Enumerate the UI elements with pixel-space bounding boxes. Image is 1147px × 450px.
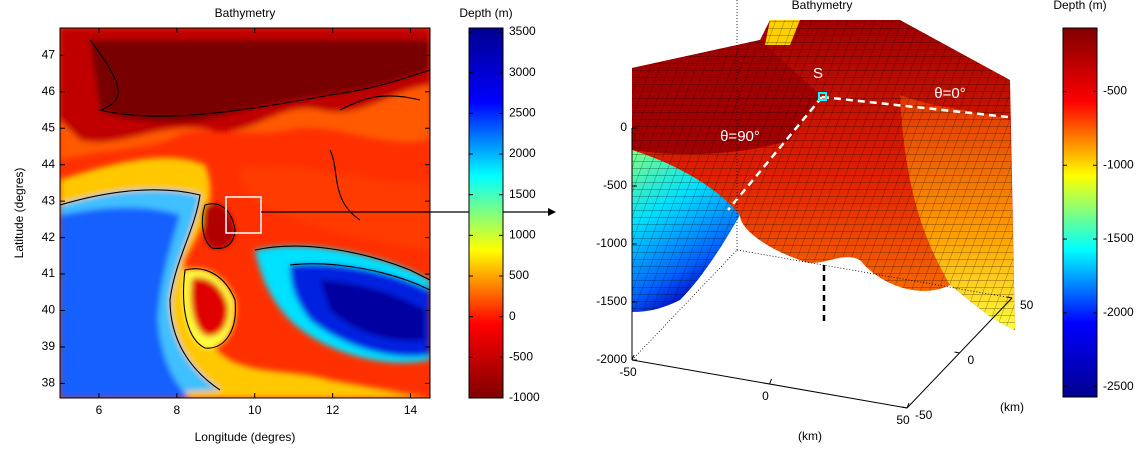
y-tick-label: 0 <box>968 353 975 367</box>
x-tick-label: 10 <box>248 403 262 417</box>
axis-edge <box>631 249 738 361</box>
axes-frame <box>59 27 431 399</box>
colorbar-tick-label: -1000 <box>1103 157 1134 171</box>
y-tick-label: 44 <box>42 157 56 171</box>
colorbar <box>1062 27 1098 398</box>
colorbar-tick-label: 3000 <box>509 65 536 79</box>
y-tick <box>901 406 908 409</box>
map-image <box>60 28 430 398</box>
z-tick-label: -2000 <box>596 352 627 366</box>
x-tick-label: 8 <box>173 403 180 417</box>
y-tick-label: 43 <box>42 193 56 207</box>
y-tick <box>954 351 960 354</box>
x-tick-label: 14 <box>404 403 418 417</box>
colorbar-tick-label: 500 <box>509 268 529 282</box>
region-box <box>225 196 262 234</box>
y-tick <box>1006 296 1013 299</box>
z-tick-label: -1000 <box>596 236 627 250</box>
z-tick-label: 0 <box>620 120 627 134</box>
y-tick-label: 38 <box>42 376 56 390</box>
annotation: θ=90° <box>720 128 760 145</box>
colorbar-tick-label: 1000 <box>509 228 536 242</box>
colorbar-tick-label: 2500 <box>509 106 536 120</box>
x-axis-label: (km) <box>798 429 822 443</box>
y-tick-label: 39 <box>42 339 56 353</box>
colorbar-label: Depth (m) <box>459 6 512 20</box>
x-tick <box>906 402 910 409</box>
y-tick-label: 42 <box>42 230 56 244</box>
x-tick-label: 0 <box>762 389 769 403</box>
colorbar-label: Depth (m) <box>1053 0 1106 12</box>
annotation: S <box>813 65 823 82</box>
colorbar-tick-label: -1000 <box>509 390 540 404</box>
annotation: θ=0° <box>934 85 965 102</box>
arrow-head <box>548 208 556 216</box>
colorbar-tick-label: -2000 <box>1103 305 1134 319</box>
y-tick-label: 46 <box>42 84 56 98</box>
y-tick-label: 41 <box>42 266 56 280</box>
surface-image <box>632 20 1015 330</box>
y-tick-label: -50 <box>915 408 933 422</box>
x-tick-label: 12 <box>326 403 340 417</box>
y-tick-label: 40 <box>42 303 56 317</box>
colorbar-tick-label: -2500 <box>1103 379 1134 393</box>
y-tick-label: 47 <box>42 48 56 62</box>
z-tick-label: -500 <box>603 178 627 192</box>
x-tick <box>769 378 772 385</box>
colorbar-tick-label: -500 <box>509 350 533 364</box>
x-tick-label: -50 <box>619 365 637 379</box>
colorbar-tick-label: -500 <box>1103 84 1127 98</box>
y-tick-label: 45 <box>42 120 56 134</box>
colorbar-tick-label: 0 <box>509 309 516 323</box>
x-tick <box>631 354 635 361</box>
y-tick-label: 50 <box>1020 298 1034 312</box>
colorbar-tick-label: 1500 <box>509 187 536 201</box>
chart-title: Bathymetry <box>792 0 853 12</box>
chart-title: Bathymetry <box>215 6 276 20</box>
y-axis-label: Latitude (degres) <box>12 168 26 259</box>
colorbar-tick-label: 2000 <box>509 146 536 160</box>
y-axis-label: (km) <box>1000 400 1024 414</box>
colorbar <box>468 27 504 399</box>
z-tick-label: -1500 <box>596 294 627 308</box>
x-tick-label: 50 <box>896 413 910 427</box>
x-axis-label: Longitude (degres) <box>195 430 296 444</box>
x-tick-label: 6 <box>96 403 103 417</box>
colorbar-tick-label: 3500 <box>509 24 536 38</box>
colorbar-tick-label: -1500 <box>1103 231 1134 245</box>
